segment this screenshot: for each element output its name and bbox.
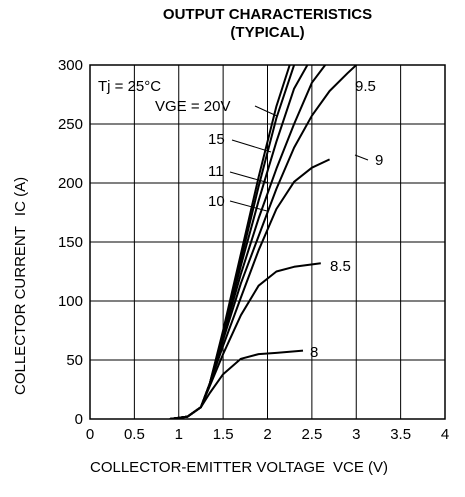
label-leader-lines bbox=[229, 105, 369, 212]
x-tick-label: 0 bbox=[86, 426, 94, 443]
series-label-8-5: 8.5 bbox=[330, 258, 351, 275]
x-tick-label: 3 bbox=[352, 426, 360, 443]
x-tick-label: 1 bbox=[175, 426, 183, 443]
x-tick-label: 4 bbox=[441, 426, 449, 443]
x-axis-label-symbol: VCE (V) bbox=[333, 459, 388, 476]
leader-line-9 bbox=[354, 154, 369, 161]
series-line-8 bbox=[169, 349, 304, 419]
y-tick-label: 200 bbox=[58, 175, 83, 192]
y-axis-label-symbol: IC (A) bbox=[12, 177, 29, 216]
plot-frame bbox=[89, 64, 446, 420]
series-label-9-5: 9.5 bbox=[355, 78, 376, 95]
series-label-20V: VGE = 20V bbox=[155, 98, 230, 115]
x-tick-label: 1.5 bbox=[213, 426, 234, 443]
leader-line-15 bbox=[231, 139, 272, 153]
x-tick-label: 2.5 bbox=[301, 426, 322, 443]
y-tick-label: 0 bbox=[75, 411, 83, 428]
leader-line-20V bbox=[254, 105, 278, 117]
series-label-15: 15 bbox=[208, 131, 225, 148]
chart-title: OUTPUT CHARACTERISTICS bbox=[162, 6, 373, 23]
curve-group bbox=[169, 65, 357, 419]
y-axis-label-text: COLLECTOR CURRENT bbox=[12, 226, 29, 395]
y-axis-label: COLLECTOR CURRENT IC (A) bbox=[12, 177, 29, 395]
series-label-9: 9 bbox=[375, 152, 383, 169]
y-tick-label: 150 bbox=[58, 234, 83, 251]
x-tick-label: 0.5 bbox=[124, 426, 145, 443]
y-tick-label: 250 bbox=[58, 116, 83, 133]
axis-ticks: 0 0.5 1 1.5 2 2.5 3 3.5 4 0 50 100 150 200 250 300 bbox=[58, 57, 449, 443]
x-axis-label-text: COLLECTOR-EMITTER VOLTAGE bbox=[90, 459, 325, 476]
y-tick-label: 100 bbox=[58, 293, 83, 310]
series-label-10: 10 bbox=[208, 193, 225, 210]
chart-subtitle: (TYPICAL) bbox=[230, 24, 305, 41]
leader-line-11 bbox=[229, 171, 270, 184]
temperature-annotation: Tj = 25°C bbox=[98, 78, 161, 95]
series-label-8: 8 bbox=[310, 344, 318, 361]
x-axis-label: COLLECTOR-EMITTER VOLTAGE VCE (V) bbox=[90, 459, 388, 476]
series-label-11: 11 bbox=[208, 163, 224, 180]
x-tick-label: 2 bbox=[263, 426, 271, 443]
series-line-9 bbox=[169, 158, 331, 419]
leader-line-10 bbox=[229, 200, 268, 212]
x-tick-label: 3.5 bbox=[390, 426, 411, 443]
grid-lines bbox=[90, 65, 445, 419]
y-tick-label: 50 bbox=[66, 352, 83, 369]
curve-labels: VGE = 20V 15 11 10 9.5 9 8.5 8 bbox=[155, 78, 383, 361]
y-tick-label: 300 bbox=[58, 57, 83, 74]
